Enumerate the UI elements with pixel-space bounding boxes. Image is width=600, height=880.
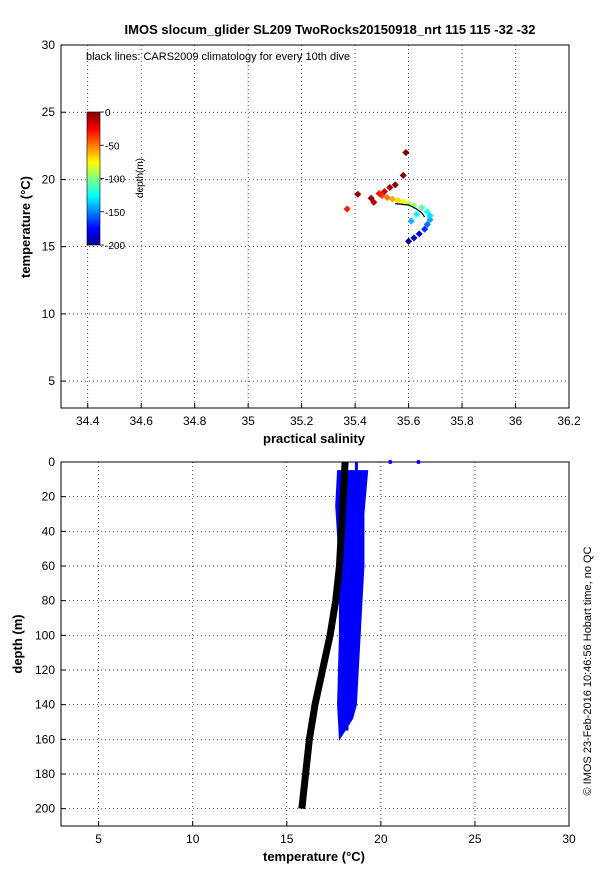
ts-x-tick-label: 34.4 xyxy=(76,414,100,428)
depth-colorbar: 0 -50 -100 -150 -200 depth(m) xyxy=(86,108,146,252)
ts-y-tick-label: 25 xyxy=(42,105,56,119)
profile-y-tick-label: 100 xyxy=(35,628,55,642)
ts-x-tick-label: 36.2 xyxy=(557,414,581,428)
profile-y-tick-label: 140 xyxy=(35,698,55,712)
profile-series xyxy=(298,460,421,810)
ts-annotation: black lines: CARS2009 climatology for ev… xyxy=(86,51,350,63)
profile-x-tick-label: 20 xyxy=(374,832,388,846)
profile-y-axis-label: depth (m) xyxy=(10,614,25,673)
profile-y-tick-label: 0 xyxy=(48,455,55,469)
ts-x-tick-label: 35.6 xyxy=(397,414,421,428)
ts-data-point xyxy=(399,198,407,206)
ts-data-point xyxy=(386,183,394,192)
ts-data-point xyxy=(407,217,415,225)
ts-data-point xyxy=(354,190,362,198)
profile-y-tick-label: 80 xyxy=(42,594,56,608)
ts-data-point xyxy=(380,188,389,196)
ts-data-point xyxy=(405,237,413,245)
ts-data-point xyxy=(375,190,383,198)
ts-data-point xyxy=(426,216,434,224)
colorbar-tick-label: 0 xyxy=(105,108,111,119)
ts-diagram: black lines: CARS2009 climatology for ev… xyxy=(18,38,581,446)
ts-data-point xyxy=(394,196,402,204)
colorbar-label: depth(m) xyxy=(135,158,146,198)
ts-x-tick-label: 34.6 xyxy=(130,414,154,428)
profile-x-tick-label: 10 xyxy=(186,832,200,846)
ts-x-tick-labels: 34.4 34.6 34.8 35 35.2 35.4 35.6 35.8 36 36.2 xyxy=(76,414,581,428)
profile-x-tick-label: 25 xyxy=(468,832,482,846)
ts-y-tick-label: 30 xyxy=(42,38,56,52)
ts-y-tick-label: 10 xyxy=(42,307,56,321)
ts-data-point xyxy=(391,181,399,189)
profile-plot-frame xyxy=(60,461,570,827)
ts-plot-frame xyxy=(60,44,570,409)
ts-data-point xyxy=(421,225,429,233)
ts-y-tick-labels: 5 10 15 20 25 30 xyxy=(42,38,56,388)
profile-y-tick-label: 160 xyxy=(35,732,55,746)
ts-data-point xyxy=(410,234,418,242)
ts-data-point xyxy=(402,149,410,157)
colorbar-tick-label: -50 xyxy=(105,141,120,152)
ts-x-axis-label: practical salinity xyxy=(263,431,366,446)
colorbar-tick-label: -200 xyxy=(105,241,125,252)
ts-data-point xyxy=(399,171,407,179)
chart-title: IMOS slocum_glider SL209 TwoRocks2015091… xyxy=(125,22,536,37)
credit-text: © IMOS 23-Feb-2016 10:46:56 Hobart time,… xyxy=(582,546,594,795)
profile-y-tick-labels: 0 20 40 60 80 100 120 140 160 180 200 xyxy=(35,455,55,816)
colorbar-tick-label: -150 xyxy=(105,208,125,219)
ts-data-point xyxy=(389,195,397,203)
profile-glider-outlier xyxy=(416,460,421,464)
ts-grid xyxy=(61,44,570,408)
profile-y-tick-label: 40 xyxy=(42,524,56,538)
ts-y-tick-label: 20 xyxy=(42,172,56,186)
ts-y-tick-label: 5 xyxy=(48,374,55,388)
profile-x-tick-label: 15 xyxy=(280,832,294,846)
profile-y-tick-label: 180 xyxy=(35,767,55,781)
ts-data-point xyxy=(415,230,423,238)
ts-data-point xyxy=(423,220,431,229)
ts-data-point xyxy=(423,208,431,216)
profile-x-axis-label: temperature (°C) xyxy=(263,849,365,864)
profile-y-tick-label: 120 xyxy=(35,663,55,677)
ts-x-tick-label: 35 xyxy=(241,414,255,428)
ts-data-point xyxy=(413,210,421,218)
profile-y-tick-label: 20 xyxy=(42,490,56,504)
ts-x-tick-label: 36 xyxy=(509,414,523,428)
profile-glider-outlier xyxy=(388,460,393,464)
ts-x-tick-label: 35.8 xyxy=(450,414,474,428)
ts-y-axis-label: temperature (°C) xyxy=(18,176,33,278)
profile-x-tick-label: 5 xyxy=(95,832,102,846)
ts-x-tick-label: 35.2 xyxy=(290,414,314,428)
colorbar-gradient xyxy=(86,111,101,246)
ts-x-tick-label: 35.4 xyxy=(343,414,367,428)
ts-climatology-lines xyxy=(395,203,426,218)
ts-x-tick-label: 34.8 xyxy=(183,414,207,428)
colorbar-tick-labels: 0 -50 -100 -150 -200 xyxy=(100,108,125,252)
ts-data-point xyxy=(418,204,426,212)
colorbar-tick-label: -100 xyxy=(105,175,125,186)
ts-data-points xyxy=(343,149,434,245)
ts-climatology-line xyxy=(395,203,426,218)
ts-data-point xyxy=(343,205,351,213)
ts-data-point xyxy=(367,194,375,202)
ts-y-tick-label: 15 xyxy=(42,240,56,254)
profile-glider-line xyxy=(343,462,358,731)
profile-y-tick-label: 200 xyxy=(35,802,55,816)
profile-climatology-line xyxy=(298,461,349,810)
profile-grid xyxy=(61,461,570,826)
profile-x-tick-labels: 5 10 15 20 25 30 xyxy=(95,832,576,846)
temperature-profile: 5 10 15 20 25 30 020406080100120140160180200 … xyxy=(10,455,576,864)
profile-y-tick-label: 60 xyxy=(42,559,56,573)
ts-data-point xyxy=(383,194,391,202)
profile-x-tick-label: 30 xyxy=(562,832,576,846)
